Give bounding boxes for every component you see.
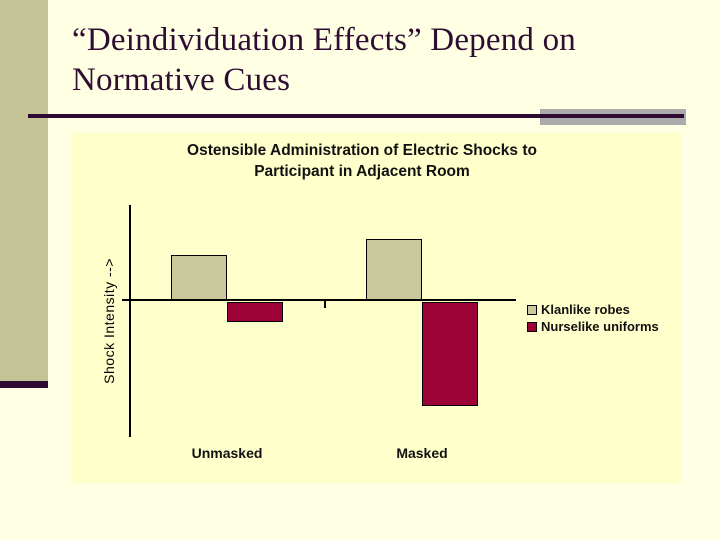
y-axis-line <box>129 205 131 437</box>
x-axis-baseline <box>122 299 516 301</box>
slide-title-line1: “Deindividuation Effects” Depend on <box>72 22 576 58</box>
legend-label: Nurselike uniforms <box>541 319 659 334</box>
legend-item-klanlike-robes: Klanlike robes <box>527 301 659 318</box>
title-rule <box>28 114 684 118</box>
chart-title-line2: Participant in Adjacent Room <box>254 163 470 180</box>
legend-label: Klanlike robes <box>541 302 630 317</box>
legend-swatch-icon <box>527 304 537 315</box>
chart-legend: Klanlike robes Nurselike uniforms <box>527 301 659 335</box>
slide-title-line2: Normative Cues <box>72 62 291 98</box>
bar-chart: Ostensible Administration of Electric Sh… <box>72 133 682 483</box>
bar-klanlike-robes-masked <box>366 239 422 300</box>
category-label-unmasked: Unmasked <box>191 445 263 461</box>
plot-area: Shock Intensity --> <box>72 133 682 483</box>
bar-nurselike-uniforms-masked <box>422 302 478 406</box>
slide-title: “Deindividuation Effects” Depend on Norm… <box>72 20 702 100</box>
bar-klanlike-robes-unmasked <box>171 255 227 300</box>
chart-title: Ostensible Administration of Electric Sh… <box>72 140 652 182</box>
left-decorative-band <box>0 0 48 381</box>
bar-nurselike-uniforms-unmasked <box>227 302 283 322</box>
y-axis-label: Shock Intensity --> <box>101 258 117 384</box>
chart-title-line1: Ostensible Administration of Electric Sh… <box>187 142 537 159</box>
left-band-accent-line <box>0 381 48 388</box>
category-label-masked: Masked <box>396 445 448 461</box>
legend-item-nurselike-uniforms: Nurselike uniforms <box>527 318 659 335</box>
category-boundary-tick <box>324 300 326 308</box>
legend-swatch-icon <box>527 321 537 332</box>
